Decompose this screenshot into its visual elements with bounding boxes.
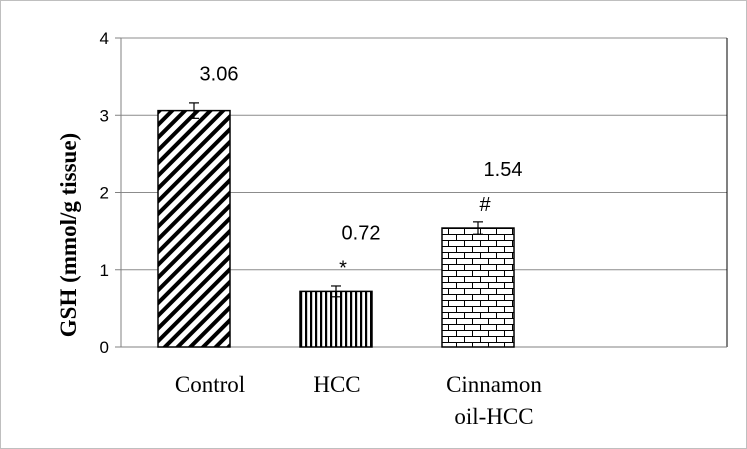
significance-marker-2: #	[479, 194, 491, 216]
y-axis-title: GSH (mmol/g tissue)	[56, 133, 81, 337]
y-tick-label: 0	[100, 338, 109, 357]
y-tick-label: 3	[100, 106, 109, 125]
bars	[157, 102, 515, 348]
labels: 0 1 2 3 4 3.06 Control 0.72 * HCC 1.54 # Cinnamon oil…	[100, 29, 543, 429]
category-label-2: Cinnamon	[446, 372, 542, 397]
data-label-1: 0.72	[342, 222, 381, 244]
bar-2	[441, 227, 515, 348]
bar-1	[299, 290, 373, 348]
significance-marker-1: *	[339, 257, 347, 279]
category-label-1: HCC	[313, 372, 360, 397]
y-tick-label: 2	[100, 184, 109, 203]
y-tick-label: 1	[100, 261, 109, 280]
y-tick-label: 4	[100, 29, 109, 48]
category-label-2: oil-HCC	[454, 404, 533, 429]
data-label-0: 3.06	[200, 64, 239, 86]
data-label-2: 1.54	[484, 159, 523, 181]
bar-0	[157, 109, 231, 348]
category-label-0: Control	[175, 372, 245, 397]
